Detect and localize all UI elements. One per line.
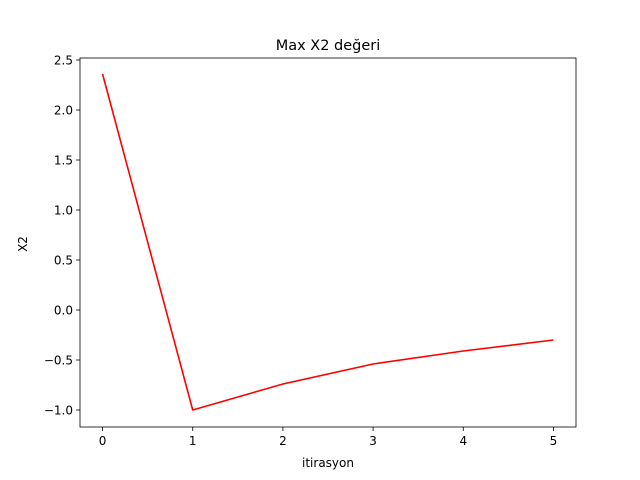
x-tick-label: 0 <box>99 434 107 448</box>
y-tick-label: 1.0 <box>54 204 73 218</box>
plot-frame <box>79 57 577 428</box>
y-tick-label: 0.5 <box>54 254 73 268</box>
x-tick-label: 1 <box>189 434 197 448</box>
x-tick-label: 3 <box>369 434 377 448</box>
y-tick-label: 2.0 <box>54 104 73 118</box>
x-tick-label: 4 <box>459 434 467 448</box>
y-axis: −1.0 −0.5 0.0 0.5 1.0 1.5 2.0 2.5 <box>44 54 80 418</box>
chart-title: Max X2 değeri <box>276 38 381 54</box>
y-tick-label: 2.5 <box>54 54 73 68</box>
y-tick-label: 1.5 <box>54 154 73 168</box>
x-tick-label: 2 <box>279 434 287 448</box>
plot-area <box>101 73 554 411</box>
x-axis-label: itirasyon <box>302 456 354 470</box>
y-tick-label: −1.0 <box>44 404 73 418</box>
x-axis: 0 1 2 3 4 5 <box>99 427 558 448</box>
y-axis-label: X2 <box>16 236 30 252</box>
series-line <box>101 73 554 411</box>
x-tick-label: 5 <box>550 434 558 448</box>
y-tick-label: 0.0 <box>54 304 73 318</box>
y-tick-label: −0.5 <box>44 354 73 368</box>
